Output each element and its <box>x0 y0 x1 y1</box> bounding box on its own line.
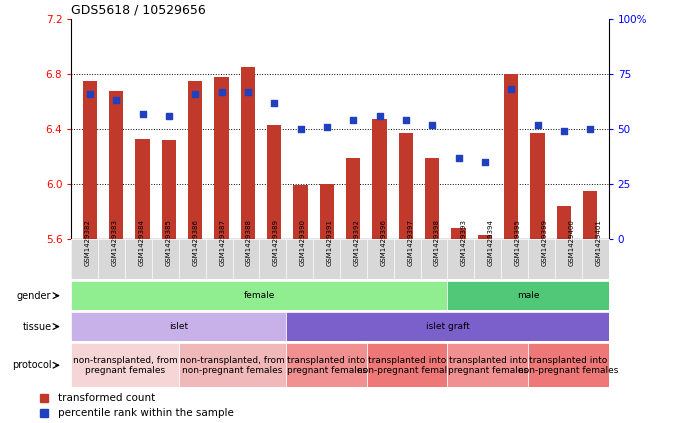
Bar <box>477 235 492 239</box>
Point <box>453 154 464 161</box>
Point <box>427 121 438 128</box>
Text: GSM1429396: GSM1429396 <box>380 219 386 266</box>
Point <box>401 117 411 124</box>
Text: percentile rank within the sample: percentile rank within the sample <box>58 408 234 418</box>
Bar <box>346 158 360 239</box>
Bar <box>162 140 176 239</box>
Text: non-transplanted, from
non-pregnant females: non-transplanted, from non-pregnant fema… <box>180 356 285 375</box>
Text: GSM1429387: GSM1429387 <box>219 219 225 266</box>
Bar <box>583 191 598 239</box>
Text: GSM1429383: GSM1429383 <box>112 219 118 266</box>
Bar <box>425 158 439 239</box>
Text: GSM1429390: GSM1429390 <box>300 219 306 266</box>
Text: GSM1429398: GSM1429398 <box>434 219 440 266</box>
Point <box>558 128 569 135</box>
Bar <box>214 77 228 239</box>
Text: tissue: tissue <box>22 321 52 332</box>
Text: GDS5618 / 10529656: GDS5618 / 10529656 <box>71 3 206 16</box>
Text: protocol: protocol <box>12 360 52 370</box>
Text: GSM1429389: GSM1429389 <box>273 219 279 266</box>
Point <box>111 97 122 104</box>
Point <box>84 91 95 97</box>
Text: female: female <box>243 291 275 300</box>
Bar <box>398 133 413 239</box>
Text: transplanted into
pregnant females: transplanted into pregnant females <box>286 356 367 375</box>
Text: gender: gender <box>17 291 52 301</box>
Text: islet: islet <box>169 322 188 331</box>
Text: GSM1429393: GSM1429393 <box>461 219 467 266</box>
Text: GSM1429384: GSM1429384 <box>139 219 145 266</box>
Bar <box>530 133 545 239</box>
Text: transplanted into
pregnant females: transplanted into pregnant females <box>447 356 528 375</box>
Bar <box>293 185 308 239</box>
Point <box>216 88 227 95</box>
Text: transplanted into
non-pregnant females: transplanted into non-pregnant females <box>518 356 619 375</box>
Text: male: male <box>517 291 539 300</box>
Bar <box>452 228 466 239</box>
Text: GSM1429397: GSM1429397 <box>407 219 413 266</box>
Text: GSM1429391: GSM1429391 <box>326 219 333 266</box>
Text: GSM1429395: GSM1429395 <box>515 219 521 266</box>
Bar <box>188 81 203 239</box>
Bar <box>135 139 150 239</box>
Bar <box>320 184 334 239</box>
Text: islet graft: islet graft <box>426 322 469 331</box>
Text: GSM1429392: GSM1429392 <box>354 219 360 266</box>
Text: GSM1429400: GSM1429400 <box>568 219 575 266</box>
Point <box>347 117 358 124</box>
Point <box>479 159 490 165</box>
Text: GSM1429394: GSM1429394 <box>488 219 494 266</box>
Text: non-transplanted, from
pregnant females: non-transplanted, from pregnant females <box>73 356 177 375</box>
Text: transformed count: transformed count <box>58 393 155 404</box>
Text: GSM1429382: GSM1429382 <box>85 219 91 266</box>
Point <box>374 113 385 119</box>
Text: GSM1429388: GSM1429388 <box>246 219 252 266</box>
Bar <box>241 67 255 239</box>
Bar <box>504 74 518 239</box>
Point <box>137 110 148 117</box>
Bar <box>109 91 123 239</box>
Point <box>322 124 333 130</box>
Point <box>163 113 174 119</box>
Point <box>506 86 517 93</box>
Point <box>532 121 543 128</box>
Text: GSM1429386: GSM1429386 <box>192 219 199 266</box>
Text: GSM1429401: GSM1429401 <box>595 219 601 266</box>
Point <box>269 99 279 106</box>
Point <box>585 126 596 132</box>
Text: GSM1429385: GSM1429385 <box>165 219 171 266</box>
Bar <box>267 125 282 239</box>
Text: GSM1429399: GSM1429399 <box>541 219 547 266</box>
Bar <box>372 119 387 239</box>
Point <box>190 91 201 97</box>
Point <box>242 88 253 95</box>
Text: transplanted into
non-pregnant females: transplanted into non-pregnant females <box>357 356 458 375</box>
Point <box>295 126 306 132</box>
Bar <box>557 206 571 239</box>
Bar <box>82 81 97 239</box>
